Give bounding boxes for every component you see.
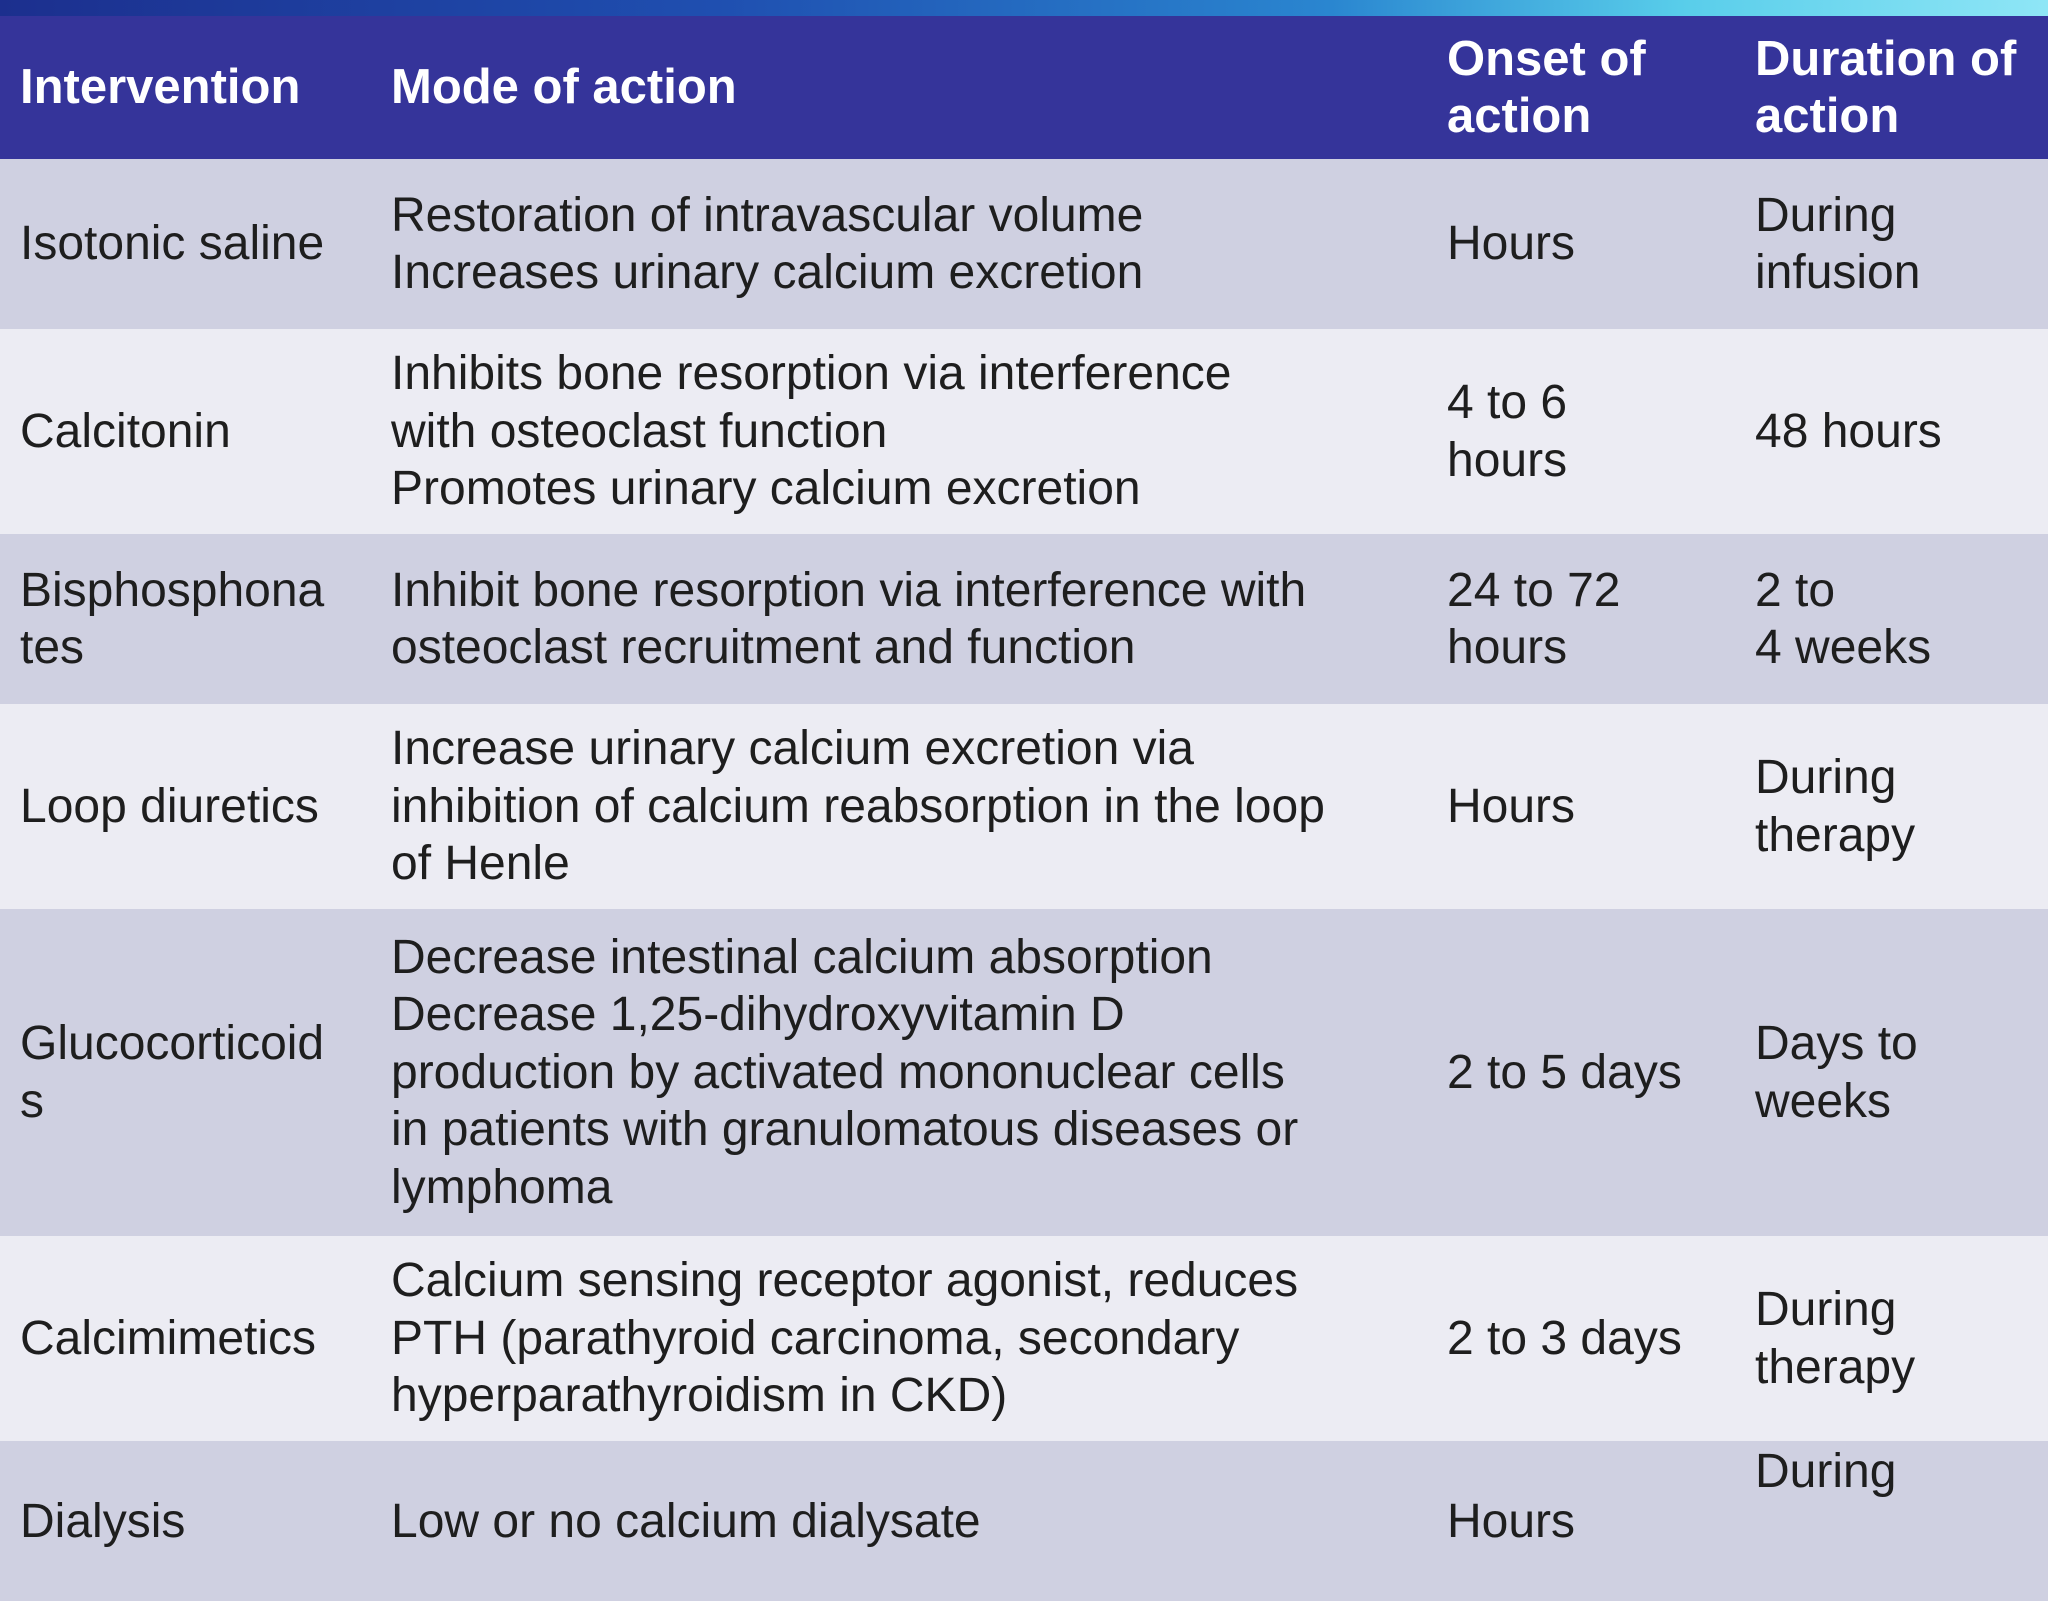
cell-onset: Hours: [1447, 779, 1576, 833]
cell-onset: Hours: [1447, 217, 1576, 271]
cell-mode: Inhibits bone resorption via interferenc…: [391, 347, 1232, 516]
cell-mode: Inhibit bone resorption via interference…: [391, 563, 1307, 675]
cell-duration: During: [1755, 1445, 1897, 1498]
table-row: Isotonic saline Restoration of intravasc…: [0, 159, 2048, 329]
cell-duration: Days to weeks: [1755, 1017, 1918, 1128]
cell-intervention: Isotonic saline: [20, 217, 325, 271]
header-mode-of-action: Mode of action: [391, 60, 737, 114]
cell-intervention: Calcitonin: [20, 404, 231, 458]
cell-intervention: Dialysis: [20, 1495, 186, 1548]
header-duration: Duration of action: [1755, 31, 2017, 143]
cell-duration: During therapy: [1755, 751, 1916, 862]
cell-mode: Decrease intestinal calcium absorption D…: [391, 930, 1299, 1214]
cell-onset: 2 to 3 days: [1447, 1311, 1682, 1365]
cell-onset: 24 to 72 hours: [1447, 563, 1621, 675]
cell-mode: Calcium sensing receptor agonist, reduce…: [391, 1254, 1299, 1423]
cell-intervention: Glucocorticoid s: [20, 1017, 325, 1128]
top-gradient-band: [0, 0, 2048, 16]
cell-onset: 2 to 5 days: [1447, 1045, 1682, 1099]
cell-duration: During infusion: [1755, 188, 1921, 300]
table-row: Dialysis Low or no calcium dialysate Hou…: [0, 1441, 2048, 1601]
cell-mode: Low or no calcium dialysate: [391, 1495, 981, 1548]
table-row: Loop diuretics Increase urinary calcium …: [0, 704, 2048, 909]
cell-intervention: Bisphosphona tes: [20, 563, 325, 675]
table-row: Calcimimetics Calcium sensing receptor a…: [0, 1236, 2048, 1441]
table-row: Calcitonin Inhibits bone resorption via …: [0, 329, 2048, 534]
header-intervention: Intervention: [20, 60, 301, 114]
table-row: Glucocorticoid s Decrease intestinal cal…: [0, 909, 2048, 1236]
table-row: Bisphosphona tes Inhibit bone resorption…: [0, 534, 2048, 704]
header-onset: Onset of action: [1447, 31, 1646, 143]
cell-onset: 4 to 6 hours: [1447, 376, 1568, 487]
cell-mode: Increase urinary calcium excretion via i…: [391, 722, 1325, 891]
table-header-row: Intervention Mode of action Onset of act…: [0, 16, 2048, 159]
cell-duration: During therapy: [1755, 1283, 1916, 1394]
hypercalcemia-treatment-table: Intervention Mode of action Onset of act…: [0, 16, 2048, 1601]
cell-intervention: Calcimimetics: [20, 1311, 317, 1365]
cell-duration: 2 to 4 weeks: [1755, 563, 1932, 675]
cell-onset: Hours: [1447, 1495, 1576, 1548]
cell-mode: Restoration of intravascular volume Incr…: [391, 188, 1144, 300]
cell-intervention: Loop diuretics: [20, 779, 319, 833]
cell-duration: 48 hours: [1755, 404, 1942, 458]
